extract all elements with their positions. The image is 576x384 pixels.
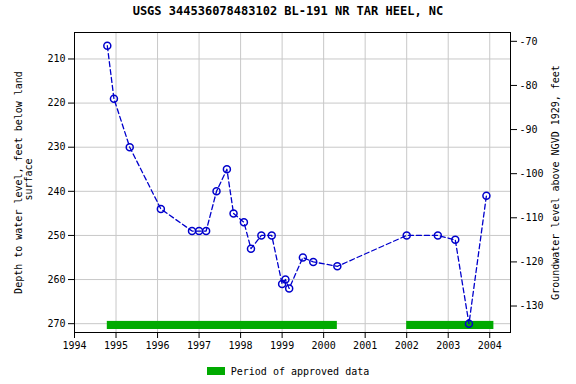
svg-text:250: 250 <box>47 230 65 241</box>
svg-text:-120: -120 <box>520 256 544 267</box>
svg-text:-110: -110 <box>520 212 544 223</box>
svg-text:230: 230 <box>47 141 65 152</box>
svg-text:-70: -70 <box>520 36 538 47</box>
svg-text:210: 210 <box>47 53 65 64</box>
svg-text:Depth to water level, feet bel: Depth to water level, feet below land su… <box>13 71 34 294</box>
svg-text:2004: 2004 <box>478 340 502 351</box>
svg-text:2001: 2001 <box>353 340 377 351</box>
svg-text:-100: -100 <box>520 168 544 179</box>
svg-text:-90: -90 <box>520 124 538 135</box>
svg-text:2002: 2002 <box>395 340 419 351</box>
svg-text:260: 260 <box>47 274 65 285</box>
svg-text:1997: 1997 <box>187 340 211 351</box>
svg-text:1999: 1999 <box>270 340 294 351</box>
svg-text:2003: 2003 <box>436 340 460 351</box>
svg-text:220: 220 <box>47 97 65 108</box>
svg-text:1998: 1998 <box>229 340 253 351</box>
svg-text:2000: 2000 <box>312 340 336 351</box>
svg-text:-130: -130 <box>520 300 544 311</box>
svg-text:240: 240 <box>47 186 65 197</box>
svg-text:1996: 1996 <box>146 340 170 351</box>
svg-text:Groundwater level above NGVD 1: Groundwater level above NGVD 1929, feet <box>550 65 561 300</box>
svg-text:-80: -80 <box>520 80 538 91</box>
svg-text:1995: 1995 <box>104 340 128 351</box>
html-text:Period of approved data: Period of approved data <box>230 365 370 377</box>
svg-text:1994: 1994 <box>62 340 86 351</box>
html-text:USGS 344536078483102 BL-191 NR: USGS 344536078483102 BL-191 NR TAR HEEL,… <box>132 4 444 18</box>
svg-text:270: 270 <box>47 318 65 329</box>
